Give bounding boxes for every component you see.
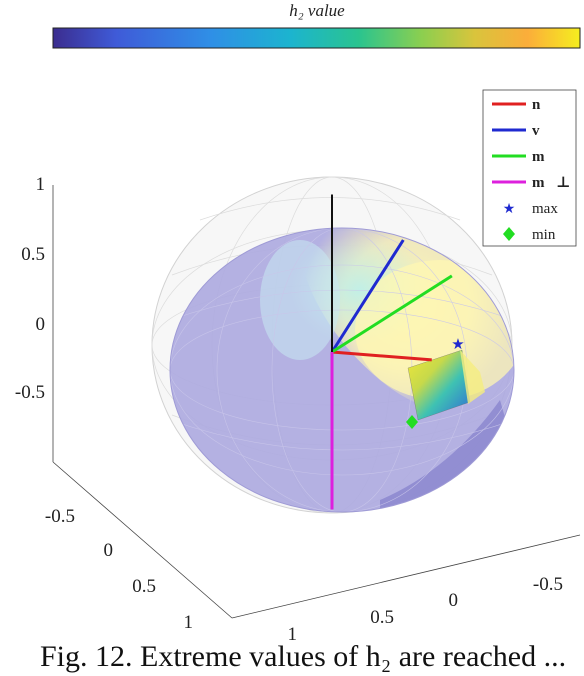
x-tick-label: 0.5 — [132, 576, 156, 597]
vector-m — [331, 274, 453, 354]
vector-v — [330, 239, 405, 353]
z-tick-label: 1 — [36, 174, 46, 195]
y-tick-label: 1 — [288, 624, 298, 645]
legend-label-0: n⃗ — [532, 97, 552, 113]
vector-n — [331, 350, 432, 362]
z-tick-label: 0 — [36, 314, 46, 335]
legend-label-5: min — [532, 227, 556, 243]
min-marker — [406, 415, 418, 429]
legend: n⃗ v⃗ m⃗ m⃗⊥ ★ max min — [482, 89, 577, 247]
y-tick-label: 0 — [449, 590, 459, 611]
z-tick-label: 0.5 — [21, 244, 45, 265]
y-tick-label: 0.5 — [370, 607, 394, 628]
x-tick-label: 1 — [184, 612, 194, 633]
legend-box — [482, 89, 577, 247]
legend-label-3: m⃗⊥ — [532, 175, 571, 191]
x-tick-label: -0.5 — [45, 506, 75, 527]
x-tick-label: 0 — [104, 540, 114, 561]
colorbar-label: h₂ value — [289, 1, 345, 20]
z-tick-label: -0.5 — [15, 382, 45, 403]
y-tick-label: -0.5 — [533, 574, 563, 595]
legend-diamond-icon — [503, 227, 515, 241]
legend-star-icon: ★ — [503, 201, 516, 217]
max-marker: ★ — [451, 335, 464, 353]
axes-box — [52, 185, 581, 619]
vectors — [330, 194, 453, 510]
legend-label-4: max — [532, 201, 558, 217]
svg-text:★: ★ — [451, 335, 464, 353]
figure-caption: Fig. 12. Extreme values of h₂ are reache… — [40, 640, 567, 673]
legend-label-1: v⃗ — [532, 123, 551, 139]
legend-label-2: m⃗ — [532, 149, 556, 165]
tick-labels: 1 0.5 0 -0.5 -0.5 0 0.5 1 1 0.5 0 -0.5 — [15, 174, 563, 645]
colorbar — [52, 27, 581, 49]
patch-surface — [407, 349, 485, 421]
